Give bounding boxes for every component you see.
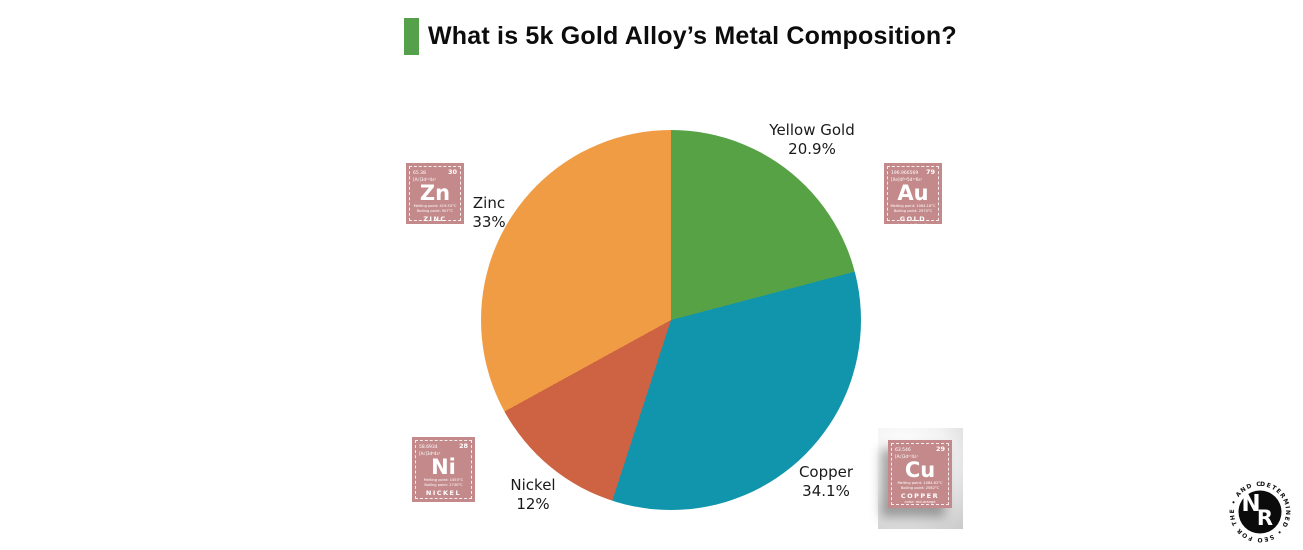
copper-element-note: color: red-orange (904, 500, 936, 505)
copper-electron-config: [Ar]3d¹⁰4s¹ (895, 454, 919, 459)
pie-label-copper-name: Copper (798, 463, 854, 481)
zinc-boiling-point: Boiling point: 907°C (416, 208, 454, 213)
nickel-boiling-point: Boiling point: 2730°C (424, 482, 463, 487)
nickel-symbol: Ni (431, 455, 456, 479)
gold-symbol: Au (897, 181, 929, 205)
copper-element-tile: 63.546 29 [Ar]3d¹⁰4s¹ Cu Melting point: … (888, 440, 952, 508)
pie-chart (481, 130, 861, 510)
zinc-element-tile: 65.38 30 [Ar]3d¹⁰4s² Zn Melting point: 4… (406, 163, 464, 224)
logo-monogram-n: N (1241, 491, 1260, 517)
zinc-atomic-mass: 65.38 (413, 171, 426, 176)
pie-label-nickel-pct: 12% (516, 495, 550, 513)
gold-boiling-point: Boiling point: 2970°C (893, 208, 933, 213)
pie-label-zinc: Zinc 33% (458, 194, 520, 232)
zinc-element-name: ZINC (423, 214, 447, 223)
copper-tile-header: 63.546 29 (892, 445, 948, 453)
pie-label-yellow-gold: Yellow Gold 20.9% (751, 121, 873, 159)
zinc-melting-point: Melting point: 419.53°C (413, 204, 457, 208)
pie-label-copper-pct: 34.1% (802, 482, 850, 500)
nr-badge-logo: DETERMINED • SEO FOR THE • AND CODE • N … (1227, 479, 1290, 543)
copper-atomic-mass: 63.546 (895, 448, 911, 453)
gold-atomic-mass: 196.966569 (891, 171, 919, 176)
copper-symbol: Cu (904, 458, 936, 482)
zinc-symbol: Zn (419, 181, 451, 205)
nickel-atomic-number: 28 (458, 442, 468, 450)
logo-disc (1238, 490, 1282, 534)
pie-label-nickel-name: Nickel (510, 476, 556, 494)
nickel-element-tile: 58.6934 28 [Ar]3d⁸4s² Ni Melting point: … (412, 437, 475, 502)
gold-element-tile: 196.966569 79 [Xe]4f¹⁴5d¹⁰6s¹ Au Melting… (884, 163, 942, 224)
gold-element-note: color: metallic yellow (888, 223, 938, 224)
gold-element-name: GOLD (899, 214, 927, 223)
zinc-tile-header: 65.38 30 (410, 168, 460, 176)
pie-label-yellow-gold-pct: 20.9% (788, 140, 836, 158)
nickel-electron-config: [Ar]3d⁸4s² (419, 451, 441, 456)
nickel-atomic-mass: 58.6934 (419, 445, 438, 450)
pie-label-copper: Copper 34.1% (766, 463, 886, 501)
zinc-electron-config: [Ar]3d¹⁰4s² (413, 177, 437, 182)
nickel-tile-header: 58.6934 28 (416, 442, 471, 450)
copper-atomic-number: 29 (935, 445, 945, 453)
copper-element-name: COPPER (900, 491, 940, 500)
pie-label-yellow-gold-name: Yellow Gold (769, 121, 855, 139)
nickel-melting-point: Melting point: 1455°C (423, 478, 464, 482)
gold-electron-config: [Xe]4f¹⁴5d¹⁰6s¹ (891, 177, 923, 182)
logo-monogram-r: R (1257, 506, 1273, 530)
nickel-element-name: NICKEL (425, 488, 462, 497)
copper-melting-point: Melting point: 1084.62°C (897, 481, 943, 485)
gold-tile-header: 196.966569 79 (888, 168, 938, 176)
copper-boiling-point: Boiling point: 2562°C (900, 485, 940, 490)
pie-label-zinc-pct: 33% (472, 213, 506, 231)
pie-label-zinc-name: Zinc (472, 194, 506, 212)
page-title: What is 5k Gold Alloy’s Metal Compositio… (428, 22, 957, 50)
pie-label-nickel: Nickel 12% (492, 476, 574, 514)
title-accent-bar (404, 18, 419, 55)
gold-atomic-number: 79 (925, 168, 935, 176)
gold-melting-point: Melting point: 1064.18°C (890, 204, 936, 208)
copper-photo-card: 63.546 29 [Ar]3d¹⁰4s¹ Cu Melting point: … (878, 428, 963, 529)
zinc-atomic-number: 30 (447, 168, 457, 176)
title-row: What is 5k Gold Alloy’s Metal Compositio… (404, 18, 957, 55)
